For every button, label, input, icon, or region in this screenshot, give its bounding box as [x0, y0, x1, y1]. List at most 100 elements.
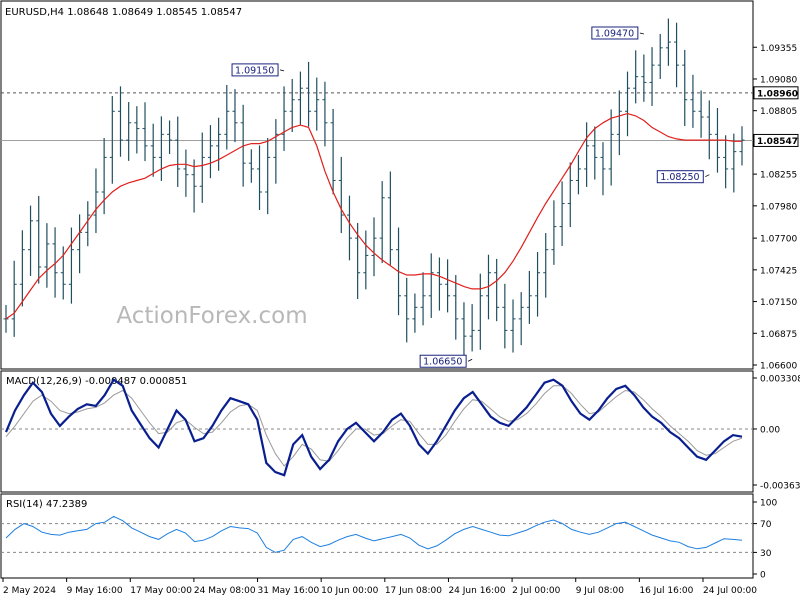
macd-panel	[0, 370, 754, 493]
ohlc-bar	[665, 18, 671, 66]
ohlc-bar	[248, 149, 254, 183]
price-tick-label: 1.07980	[760, 202, 797, 212]
price-tick-label: 1.09355	[760, 44, 797, 54]
ohlc-bar	[445, 259, 451, 313]
svg-text:1.08250: 1.08250	[660, 172, 699, 183]
ohlc-bar	[567, 162, 573, 228]
ohlc-bar	[232, 89, 238, 143]
rsi-tick-label: 0	[760, 571, 766, 581]
price-tick-label: 1.06600	[760, 362, 797, 372]
time-tick-label: 16 Jul 16:00	[639, 586, 693, 596]
svg-text:1.09150: 1.09150	[235, 65, 274, 76]
macd-tick-label: 0.00	[760, 425, 780, 435]
ohlc-bar	[633, 50, 639, 104]
ohlc-bar	[461, 302, 467, 362]
rsi-panel	[0, 493, 754, 579]
ohlc-bar	[698, 90, 704, 138]
ohlc-bar	[436, 257, 442, 311]
price-tick-label: 1.08805	[760, 107, 797, 117]
time-tick-label: 17 Jun 08:00	[385, 586, 442, 596]
rsi-tick-label: 70	[760, 520, 772, 530]
ohlc-bar	[608, 109, 614, 186]
ohlc-bar	[314, 77, 320, 131]
ohlc-bar	[28, 205, 34, 276]
ma-line	[5, 112, 742, 320]
ohlc-bar	[690, 74, 696, 128]
annotation-label: 1.08250	[656, 170, 710, 184]
ohlc-bar	[19, 230, 25, 307]
ohlc-bar	[109, 96, 115, 184]
macd-axis: 0.003308 0.00 -0.003635	[753, 375, 800, 492]
ohlc-bar	[150, 123, 156, 177]
ohlc-bar	[510, 299, 516, 353]
ohlc-bar	[68, 227, 74, 304]
rsi-axis: 100 70 30 0	[753, 499, 777, 581]
ohlc-bar	[723, 135, 729, 189]
annotation-label: 1.09470	[591, 26, 644, 40]
ohlc-bar	[142, 102, 148, 162]
price-panel	[0, 0, 754, 370]
rsi-title: RSI(14) 47.2389	[6, 499, 87, 510]
watermark: ActionForex.com	[116, 303, 307, 329]
current-price-tag: 1.08547	[753, 133, 799, 147]
rsi-line	[5, 515, 743, 553]
ohlc-bar	[273, 119, 279, 184]
ohlc-bar	[731, 133, 737, 193]
ohlc-bar	[412, 293, 418, 333]
ohlc-bar	[117, 86, 123, 157]
ohlc-bar	[297, 71, 303, 125]
price-tick-label: 1.07700	[760, 235, 797, 245]
price-title: EURUSD,H4 1.08648 1.08649 1.08545 1.0854…	[5, 7, 242, 18]
rsi-tick-label: 30	[760, 549, 772, 559]
ohlc-bar	[379, 181, 385, 264]
svg-text:1.08960: 1.08960	[757, 89, 798, 99]
ohlc-bar	[281, 86, 287, 151]
ohlc-bar	[338, 156, 344, 234]
ohlc-bar	[330, 108, 336, 195]
ohlc-bar	[657, 33, 663, 79]
time-tick-label: 10 Jun 00:00	[321, 586, 378, 596]
rsi-tick-label: 100	[760, 499, 777, 509]
ohlc-bar	[592, 126, 598, 180]
macd-lines	[1, 378, 753, 477]
ohlc-bar	[518, 292, 524, 346]
price-tick-label: 1.08255	[760, 171, 797, 181]
ohlc-bar	[387, 171, 393, 265]
ohlc-bar	[183, 149, 189, 197]
price-axis: 1.093551.090801.088051.085301.082551.079…	[753, 44, 799, 372]
ohlc-bar	[191, 159, 197, 213]
ohlc-bar	[469, 304, 475, 352]
ohlc-bar	[346, 195, 352, 261]
ohlc-bar	[134, 106, 140, 154]
time-tick-label: 24 Jun 16:00	[448, 586, 505, 596]
time-axis: 2 May 2024 9 May 16:00 17 May 00:00 24 May …	[2, 578, 757, 596]
ohlc-bar	[93, 168, 99, 234]
ohlc-bar	[600, 142, 606, 196]
ohlc-bar	[52, 227, 58, 298]
ohlc-bar	[36, 195, 42, 284]
time-tick-label: 2 Jul 00:00	[512, 586, 561, 596]
price-tick-label: 1.07150	[760, 298, 797, 308]
ohlc-bar	[322, 81, 328, 147]
ohlc-bar	[216, 117, 222, 171]
price-tick-label: 1.06875	[760, 330, 797, 340]
ohlc-bar	[420, 272, 426, 326]
ohlc-bar	[175, 116, 181, 187]
ohlc-bar	[543, 233, 549, 298]
price-annotations: 1.09150 1.09470 1.08250 1.06650	[231, 26, 710, 368]
ohlc-bar	[649, 47, 655, 106]
ohlc-bar	[158, 116, 164, 181]
ohlc-bar	[706, 100, 712, 160]
time-tick-label: 9 May 16:00	[67, 586, 123, 596]
macd-title: MACD(12,26,9) -0.000487 0.000851	[6, 376, 187, 387]
svg-text:1.06650: 1.06650	[423, 357, 462, 368]
ohlc-bar	[641, 54, 647, 102]
price-tick-label: 1.07425	[760, 266, 797, 276]
svg-text:1.09470: 1.09470	[595, 28, 634, 39]
resistance-tag: 1.08960	[753, 86, 799, 100]
ohlc-bar	[85, 201, 91, 247]
ohlc-bar	[616, 90, 622, 156]
time-tick-label: 9 Jul 08:00	[576, 586, 625, 596]
ohlc-bar	[584, 122, 590, 187]
